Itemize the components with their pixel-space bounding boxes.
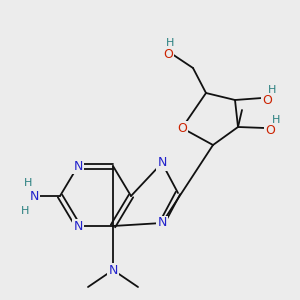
Text: N: N — [157, 217, 167, 230]
Text: H: H — [21, 206, 29, 216]
Text: N: N — [108, 263, 118, 277]
Text: O: O — [163, 47, 173, 61]
Text: O: O — [262, 94, 272, 106]
Text: N: N — [73, 160, 83, 172]
Text: O: O — [265, 124, 275, 136]
Text: H: H — [272, 115, 281, 125]
Text: H: H — [268, 85, 276, 95]
Text: N: N — [157, 157, 167, 169]
Text: N: N — [73, 220, 83, 232]
Text: O: O — [177, 122, 187, 134]
Text: H: H — [166, 38, 174, 48]
Text: N: N — [29, 190, 39, 202]
Text: H: H — [24, 178, 32, 188]
